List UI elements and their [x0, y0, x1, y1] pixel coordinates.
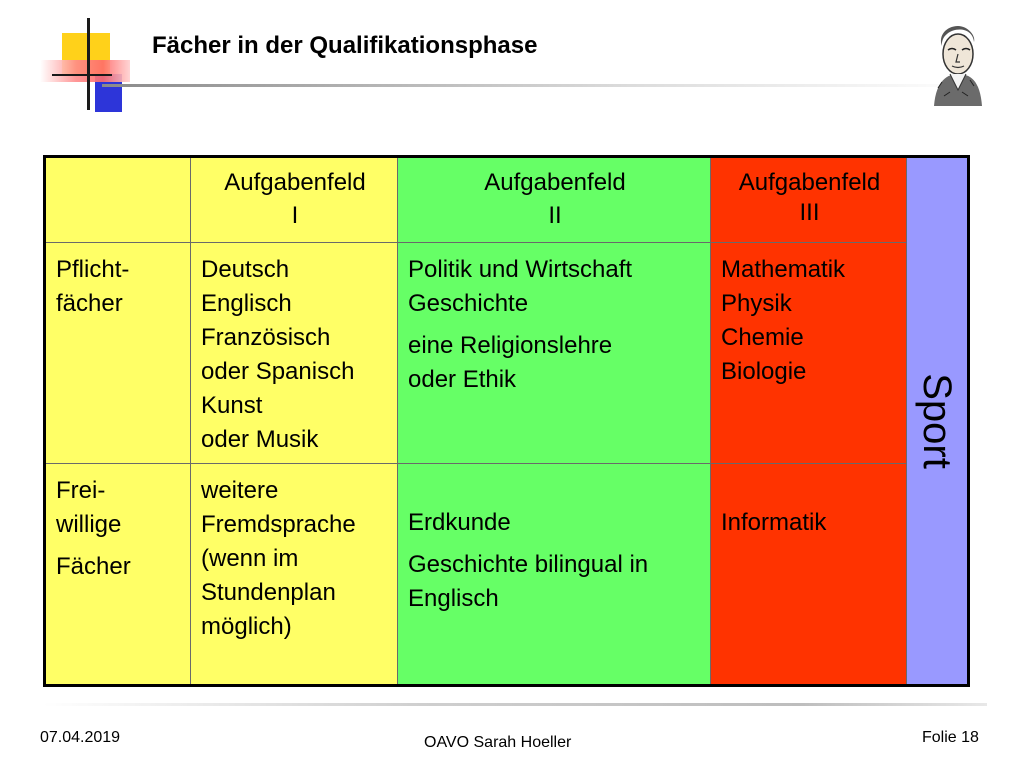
row-label-mandatory: Pflicht- fächer: [44, 242, 191, 464]
subject-item: Geschichte bilingual in: [408, 551, 649, 578]
footer-author: OAVO Sarah Hoeller: [424, 734, 572, 751]
header-field-3-number: III: [799, 199, 820, 226]
slide-title: Fächer in der Qualifikationsphase: [152, 32, 538, 59]
mandatory-field-2-cell: Politik und Wirtschaft Geschichte eine R…: [397, 242, 711, 464]
footer-divider: [43, 703, 987, 706]
row-label-line: fächer: [56, 290, 123, 317]
row-label-optional: Frei- willige Fächer: [44, 463, 191, 686]
header-field-2: Aufgabenfeld II: [397, 156, 711, 243]
row-label-line: willige: [56, 511, 122, 538]
header-field-1: Aufgabenfeld I: [190, 156, 398, 243]
sport-label: Sport: [915, 373, 959, 469]
header-field-3-label: Aufgabenfeld: [738, 169, 881, 196]
sport-column: Sport: [906, 156, 969, 686]
subject-item: Erdkunde: [408, 509, 511, 536]
header-field-1-label: Aufgabenfeld: [224, 169, 366, 196]
table-row: Pflicht- fächer Deutsch Englisch Französ…: [44, 242, 969, 464]
table-header-row: Aufgabenfeld I Aufgabenfeld II Aufgabenf…: [44, 156, 969, 686]
header-field-1-number: I: [291, 202, 299, 229]
header-field-2-number: II: [548, 202, 562, 229]
deco-horizontal-line: [52, 74, 112, 76]
mandatory-field-1-cell: Deutsch Englisch Französisch oder Spanis…: [190, 242, 398, 464]
optional-field-3-cell: Informatik: [710, 463, 907, 686]
row-label-line: Fächer: [56, 553, 131, 580]
subject-item: oder Ethik: [408, 366, 517, 393]
subject-item: Stundenplan: [201, 579, 336, 606]
subject-item: Biologie: [721, 358, 807, 385]
subject-item: Deutsch: [201, 256, 290, 283]
row-label-line: Frei-: [56, 477, 106, 504]
deco-pink-bar: [40, 60, 130, 82]
subject-item: Englisch: [201, 290, 292, 317]
subject-item: Mathematik: [721, 256, 846, 283]
portrait-sketch-icon: [934, 26, 982, 106]
header-field-2-label: Aufgabenfeld: [484, 169, 626, 196]
row-label-line: Pflicht-: [56, 256, 130, 283]
slide-number: Folie 18: [922, 729, 979, 746]
subject-item: eine Religionslehre: [408, 332, 613, 359]
title-divider: [102, 84, 982, 87]
subject-item: oder Musik: [201, 426, 319, 453]
subject-item: Fremdsprache: [201, 511, 356, 538]
subject-item: Chemie: [721, 324, 804, 351]
optional-field-1-cell: weitere Fremdsprache (wenn im Stundenpla…: [190, 463, 398, 686]
subject-item: Politik und Wirtschaft: [408, 256, 633, 283]
header-field-3: Aufgabenfeld III: [710, 156, 907, 243]
subject-item: Französisch: [201, 324, 331, 351]
subject-item: Physik: [721, 290, 792, 317]
subject-item: Informatik: [721, 509, 827, 536]
subject-item: oder Spanisch: [201, 358, 355, 385]
header-empty-cell: [44, 156, 191, 243]
subject-item: möglich): [201, 613, 292, 640]
subject-item: Englisch: [408, 585, 499, 612]
subject-item: weitere: [201, 477, 279, 504]
subject-item: Geschichte: [408, 290, 529, 317]
subject-item: Kunst: [201, 392, 263, 419]
deco-vertical-line: [87, 18, 90, 110]
mandatory-field-3-cell: Mathematik Physik Chemie Biologie: [710, 242, 907, 464]
subjects-table: Aufgabenfeld I Aufgabenfeld II Aufgabenf…: [43, 155, 970, 687]
optional-field-2-cell: Erdkunde Geschichte bilingual in Englisc…: [397, 463, 711, 686]
footer-date: 07.04.2019: [40, 729, 121, 746]
subject-item: (wenn im: [201, 545, 299, 572]
table-row: Frei- willige Fächer weitere Fremdsprach…: [44, 463, 969, 686]
